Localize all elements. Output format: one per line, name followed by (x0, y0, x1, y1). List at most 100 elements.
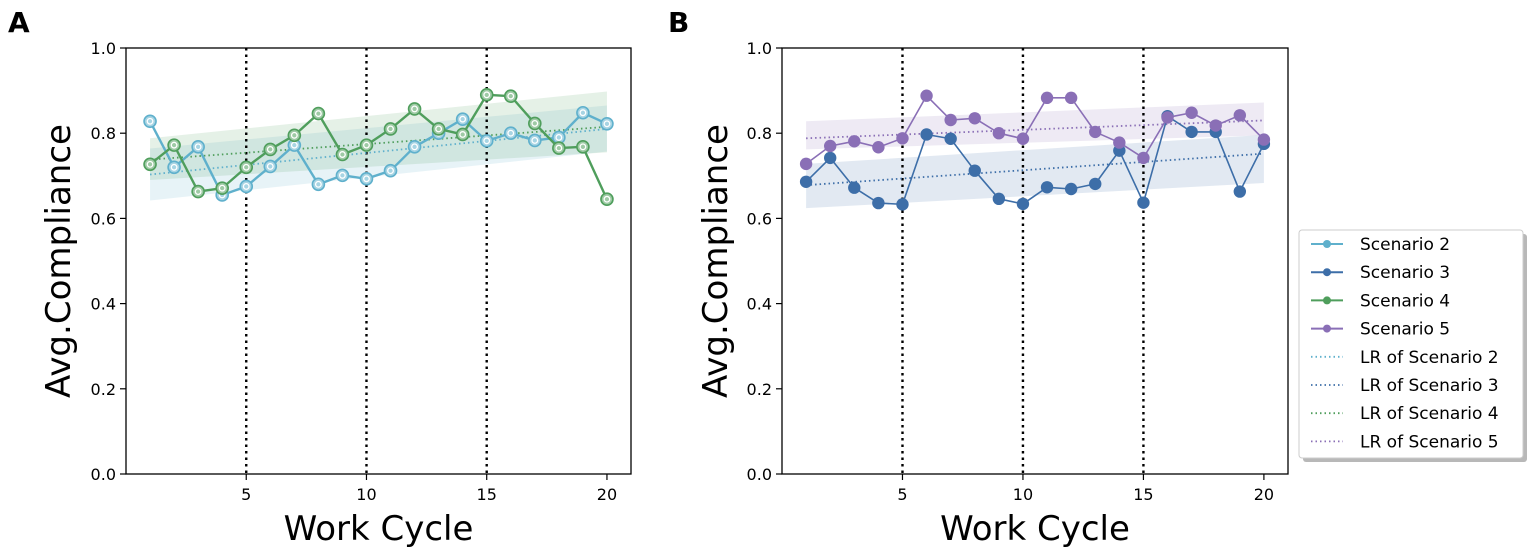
panel-a-point-inner-1-17 (531, 136, 539, 144)
legend-label-scenario-3: Scenario 3 (1360, 263, 1450, 283)
panel-a-point-inner-2-1 (146, 160, 154, 168)
panel-b-point-2-9 (992, 127, 1006, 140)
panel-b-point-1-5 (896, 198, 909, 211)
panel-b-xtick-label: 5 (897, 485, 907, 504)
panel-a-point-inner-2-19 (579, 143, 587, 151)
legend-box (1298, 229, 1524, 459)
panel-a-point-inner-2-3 (194, 188, 202, 196)
panel-a-point-2-5 (239, 160, 254, 175)
panel-b-point-1-17 (1185, 125, 1198, 139)
panel-b-point-2-2 (823, 139, 837, 153)
panel-b-point-1-3 (848, 181, 861, 194)
panel-b-ytick-label: 1.0 (747, 39, 772, 58)
panel-a-point-1-20 (600, 117, 614, 131)
panel-b-point-1-1 (799, 175, 813, 188)
panel-b-point-2-5 (896, 132, 909, 145)
panel-a-letter: A (8, 6, 30, 39)
panel-b-ytick-label: 0.6 (747, 209, 772, 228)
panel-a-point-1-1 (143, 114, 157, 129)
panel-b-point-2-4 (872, 141, 885, 154)
panel-b-ytick-label: 0.8 (747, 124, 772, 143)
panel-a-point-2-18 (552, 141, 566, 155)
panel-a-xtick-label: 5 (241, 485, 251, 504)
panel-b-point-2-11 (1040, 91, 1054, 105)
panel-a-point-inner-2-12 (411, 105, 419, 113)
panel-a-point-2-13 (431, 122, 446, 136)
panel-b-point-1-15 (1137, 196, 1150, 209)
legend-marker-scenario-2 (1323, 240, 1331, 248)
panel-a-point-2-10 (359, 138, 374, 152)
panel-a-point-inner-2-4 (218, 184, 226, 192)
panel-a-ytick-label: 0.2 (91, 380, 116, 399)
panel-b: B 0.0 0.2 0.4 0.6 0.8 1.0 5 10 15 20 Work Cycle Avg… (668, 6, 1289, 549)
panel-a-point-inner-1-12 (411, 143, 419, 151)
panel-b-point-2-8 (968, 112, 981, 125)
panel-a-x-axis-label: Work Cycle (284, 509, 474, 549)
panel-b-y-axis-label: Avg.Compliance (696, 124, 736, 398)
panel-a-point-2-1 (143, 157, 157, 172)
panel-a-ytick-label: 0.4 (91, 295, 116, 314)
panel-b-point-2-15 (1137, 151, 1150, 165)
panel-a-point-1-10 (359, 171, 374, 186)
legend-marker-scenario-3 (1323, 268, 1331, 277)
panel-a-point-2-2 (167, 138, 181, 152)
panel-a-axes-frame (125, 47, 632, 475)
panel-a-point-inner-2-6 (266, 145, 274, 153)
panel-a-point-1-19 (576, 105, 590, 120)
legend-marker-scenario-4 (1323, 296, 1331, 305)
panel-a-point-2-8 (311, 106, 326, 121)
panel-b-point-2-19 (1233, 109, 1247, 122)
panel-a-point-inner-2-7 (290, 131, 298, 139)
panel-a-lr-band-1 (150, 105, 607, 201)
panel-a-point-inner-2-10 (363, 141, 370, 149)
panel-a-point-inner-1-3 (194, 143, 202, 151)
panel-b-point-1-19 (1233, 185, 1247, 198)
panel-a-point-inner-1-1 (146, 117, 154, 125)
panel-b-point-1-6 (920, 128, 933, 141)
panel-a-point-inner-2-8 (314, 110, 322, 118)
panel-a-ytick-label: 1.0 (91, 39, 116, 58)
panel-a-point-1-8 (311, 177, 326, 192)
panel-a-point-2-19 (576, 140, 590, 154)
panel-a-point-1-14 (455, 112, 470, 126)
panel-b-point-2-7 (944, 113, 957, 127)
panel-b-point-1-4 (872, 196, 885, 210)
panel-b-point-2-6 (920, 89, 933, 102)
panel-a-point-2-6 (263, 142, 278, 157)
panel-a-xtick-label: 20 (597, 485, 617, 504)
panel-a-point-inner-2-2 (170, 141, 178, 149)
panel-a-point-inner-1-16 (507, 129, 515, 137)
panel-a-point-inner-1-9 (338, 171, 346, 179)
panel-a-point-inner-2-13 (435, 125, 443, 133)
panel-a-point-inner-1-6 (266, 162, 274, 170)
panel-a-point-inner-1-8 (314, 180, 322, 188)
panel-b-ytick-label: 0.0 (747, 465, 772, 484)
legend: Scenario 2 Scenario 3 Scenario 4 Scenario 5… (1298, 229, 1527, 462)
panel-a-point-2-17 (528, 116, 542, 131)
panel-a-ytick-label: 0.6 (91, 209, 116, 228)
panel-a-point-1-17 (528, 133, 542, 148)
legend-label-lr-of-scenario-4: LR of Scenario 4 (1360, 404, 1499, 424)
panel-a-point-inner-2-11 (387, 125, 394, 133)
panel-a-ytick-label: 0.0 (91, 465, 116, 484)
panel-a-point-inner-1-2 (170, 163, 178, 171)
panel-a-point-2-11 (383, 122, 398, 136)
panel-b-ytick-label: 0.2 (747, 380, 772, 399)
panel-b-ytick-label: 0.4 (747, 295, 772, 314)
panel-a-point-2-16 (503, 89, 518, 103)
panel-b-point-2-10 (1016, 132, 1030, 145)
legend-label-lr-of-scenario-5: LR of Scenario 5 (1360, 432, 1499, 452)
panel-a-point-inner-2-16 (507, 92, 515, 100)
panel-b-point-1-9 (992, 192, 1006, 206)
panel-a-point-2-7 (287, 128, 302, 143)
panel-a-point-2-14 (455, 127, 470, 142)
legend-marker-scenario-5 (1323, 324, 1331, 333)
panel-a-point-inner-1-15 (483, 137, 491, 145)
panel-b-point-2-3 (848, 135, 861, 148)
panel-b-letter: B (668, 6, 689, 39)
legend-label-scenario-5: Scenario 5 (1360, 320, 1450, 340)
panel-a-point-inner-2-17 (531, 119, 539, 127)
legend-label-lr-of-scenario-2: LR of Scenario 2 (1360, 348, 1499, 368)
panel-a-xtick-label: 15 (477, 485, 497, 504)
